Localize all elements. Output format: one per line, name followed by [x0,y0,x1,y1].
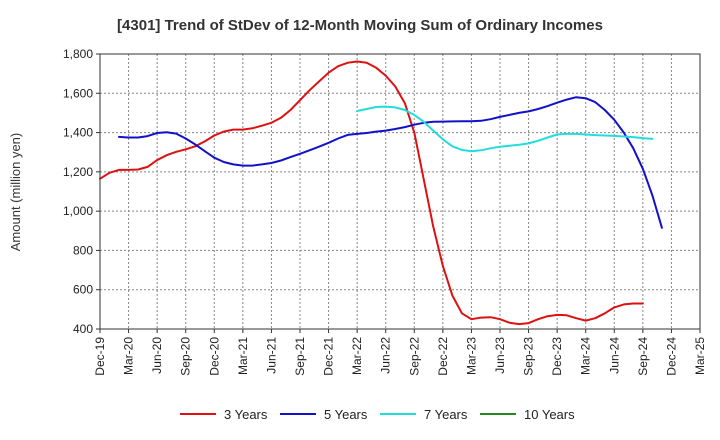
x-tick-label: Dec-20 [207,337,221,376]
axis-layer: 400 600 800 1,000 1,200 1,400 1,600 1,800 Dec-19… [63,47,707,376]
y-axis-label: Amount (million yen) [8,133,23,252]
x-tick-label: Mar-20 [122,337,136,375]
chart-title: [4301] Trend of StDev of 12-Month Moving… [117,17,603,34]
legend-label-7-years: 7 Years [424,407,468,422]
x-tick-label: Dec-23 [550,337,564,376]
series-line-7-years [356,105,654,153]
y-tick-label: 1,200 [63,165,93,179]
plot-area [100,54,700,329]
grid-layer [100,54,700,329]
x-tick-label: Mar-23 [464,337,478,375]
y-tick-label: 400 [73,322,93,336]
x-tick-label: Jun-20 [150,337,164,374]
x-tick-label: Jun-23 [493,337,507,374]
legend-label-10-years: 10 Years [524,407,575,422]
series-layer [99,60,663,326]
y-tick-label: 800 [73,243,93,257]
x-tick-label: Jun-22 [379,337,393,374]
x-tick-label: Mar-22 [350,337,364,375]
x-tick-label: Mar-25 [693,337,707,375]
legend-label-5-years: 5 Years [324,407,368,422]
x-tick-label: Dec-22 [436,337,450,376]
x-tick-label: Dec-24 [664,337,678,376]
x-tick-label: Jun-21 [264,337,278,374]
x-tick-label: Mar-24 [579,337,593,375]
x-tick-label: Dec-19 [93,337,107,376]
x-tick-label: Sep-22 [407,337,421,376]
y-tick-label: 1,800 [63,47,93,61]
x-tick-label: Jun-24 [607,337,621,374]
legend: 3 Years 5 Years 7 Years 10 Years [180,407,575,422]
series-line-5-years [118,96,663,229]
y-tick-label: 1,000 [63,204,93,218]
series-line-3-years [99,60,644,326]
x-tick-label: Sep-20 [179,337,193,376]
x-tick-label: Dec-21 [322,337,336,376]
plot-frame [99,53,701,330]
y-tick-label: 1,600 [63,86,93,100]
x-tick-label: Sep-21 [293,337,307,376]
y-tick-label: 600 [73,283,93,297]
x-tick-label: Sep-23 [522,337,536,376]
x-tick-label: Sep-24 [636,337,650,376]
legend-label-3-years: 3 Years [224,407,268,422]
x-tick-label: Mar-21 [236,337,250,375]
y-tick-label: 1,400 [63,126,93,140]
